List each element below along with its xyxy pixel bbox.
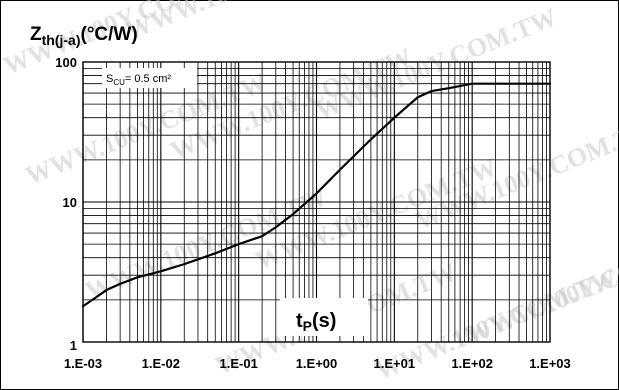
- x-tick-label: 1.E+01: [374, 356, 416, 371]
- x-tick-label: 1.E+00: [296, 356, 338, 371]
- y-axis-label-main: Z: [30, 24, 42, 45]
- y-tick-label: 100: [55, 55, 77, 70]
- series-layer: [81, 82, 552, 308]
- y-axis-label-subscript: th(j-a): [42, 32, 81, 48]
- x-tick-label: 1.E-01: [220, 356, 258, 371]
- x-tick-labels: 1.E-03 1.E-02 1.E-01 1.E+00 1.E+01 1.E+02 1.E+…: [64, 356, 571, 371]
- x-axis-label-subscript: P: [303, 318, 312, 334]
- annotation-rest: = 0.5 cm²: [125, 73, 171, 85]
- plot-frame: [82, 61, 551, 343]
- x-axis-label-main: t: [296, 310, 303, 332]
- x-tick-label: 1.E+02: [451, 356, 493, 371]
- x-axis-label: tP(s): [280, 298, 368, 336]
- y-axis-label: Zth(j-a)(°C/W): [30, 24, 138, 48]
- x-tick-label: 1.E-02: [142, 356, 180, 371]
- svg-text:tP(s): tP(s): [296, 310, 336, 334]
- x-tick-label: 1.E-03: [64, 356, 102, 371]
- y-axis-label-unit: (°C/W): [81, 24, 138, 45]
- y-tick-label: 1: [70, 338, 77, 353]
- y-tick-labels: 1 10 100: [55, 55, 77, 353]
- annotation-main: S: [106, 73, 113, 85]
- x-axis-label-unit: (s): [312, 310, 336, 332]
- x-tick-label: 1.E+03: [529, 356, 571, 371]
- copper-area-annotation: SCU= 0.5 cm²: [102, 68, 197, 88]
- annotation-subscript: CU: [113, 78, 125, 87]
- svg-text:SCU= 0.5 cm²: SCU= 0.5 cm²: [106, 73, 171, 87]
- svg-text:Zth(j-a)(°C/W): Zth(j-a)(°C/W): [30, 24, 138, 48]
- series-line-1: [81, 82, 552, 308]
- y-tick-label: 10: [63, 195, 77, 210]
